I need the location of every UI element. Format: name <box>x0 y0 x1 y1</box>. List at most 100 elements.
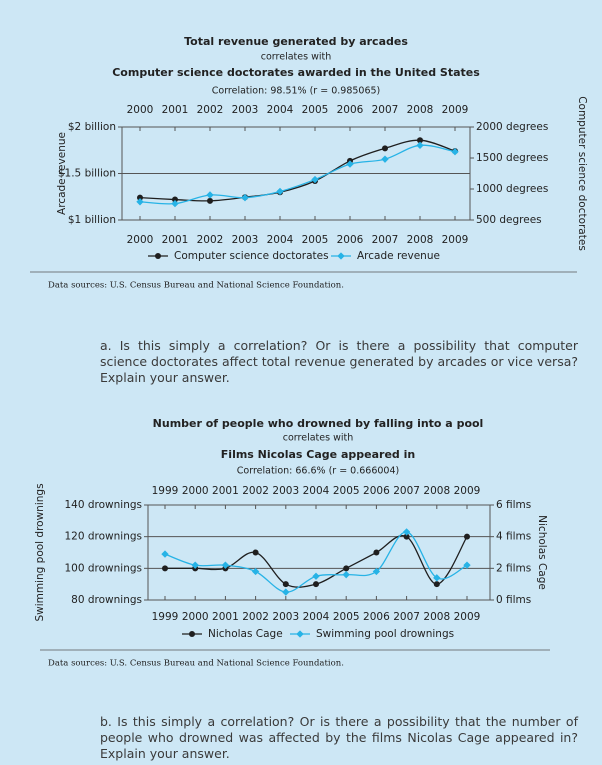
legend-marker <box>155 253 161 259</box>
y-tick-label: 100 drownings <box>64 562 142 574</box>
x-tick-label: 2008 <box>423 485 450 497</box>
point <box>382 145 388 152</box>
x-tick-label: 2008 <box>423 611 450 623</box>
chart-title: Number of people who drowned by falling … <box>153 417 484 430</box>
data-source: Data sources: U.S. Census Bureau and Nat… <box>48 281 344 291</box>
y-axis-label: Swimming pool drownings <box>34 483 46 621</box>
x-tick-label: 2004 <box>303 485 330 497</box>
point <box>252 549 259 556</box>
x-tick-label: 2003 <box>272 611 299 623</box>
point <box>136 198 144 206</box>
x-tick-label: 2000 <box>127 234 154 246</box>
legend-label: Computer science doctorates <box>174 250 329 262</box>
x-tick-label: 2004 <box>267 104 294 116</box>
y-tick-label: $2 billion <box>68 121 116 133</box>
point <box>313 581 319 588</box>
x-tick-label: 2009 <box>454 611 481 623</box>
point <box>161 550 169 558</box>
point <box>171 199 179 208</box>
x-tick-label: 2009 <box>442 234 469 246</box>
x-tick-label: 1999 <box>152 485 179 497</box>
x-tick-label: 2000 <box>182 485 209 497</box>
point <box>451 148 459 156</box>
x-tick-label: 2006 <box>337 104 364 116</box>
y2-axis-label: Computer science doctorates <box>576 96 588 251</box>
point <box>403 533 410 540</box>
chart-subtitle: correlates with <box>261 52 331 63</box>
x-tick-label: 2005 <box>302 104 329 116</box>
x-tick-label: 2007 <box>393 611 420 623</box>
y-tick-label: $1.5 billion <box>58 168 116 180</box>
y2-tick-label: 1000 degrees <box>476 183 548 195</box>
chart-title: Films Nicolas Cage appeared in <box>221 448 415 461</box>
x-tick-label: 2005 <box>333 485 360 497</box>
point <box>343 565 350 572</box>
y2-tick-label: 2 films <box>496 562 531 574</box>
point <box>276 187 284 196</box>
x-tick-label: 2004 <box>303 611 330 623</box>
point <box>417 137 423 144</box>
y2-tick-label: 1500 degrees <box>476 152 548 164</box>
legend-label: Arcade revenue <box>357 250 440 262</box>
y2-axis-label: Nicholas Cage <box>536 515 548 590</box>
x-tick-label: 2000 <box>127 104 154 116</box>
y2-tick-label: 6 films <box>496 499 531 511</box>
point <box>241 194 249 202</box>
point <box>463 561 471 569</box>
x-tick-label: 2002 <box>197 104 224 116</box>
chart-title: Total revenue generated by arcades <box>184 35 408 48</box>
point <box>433 574 441 582</box>
x-tick-label: 2006 <box>363 611 390 623</box>
legend-marker <box>296 630 304 638</box>
legend-marker <box>189 631 195 637</box>
correlation: Correlation: 66.6% (r = 0.666004) <box>237 466 399 477</box>
point <box>191 561 199 569</box>
correlation: Correlation: 98.51% (r = 0.985065) <box>212 86 381 97</box>
x-tick-label: 2003 <box>272 485 299 497</box>
x-tick-label: 2006 <box>363 485 390 497</box>
point <box>162 565 168 572</box>
x-tick-label: 2003 <box>232 104 259 116</box>
x-tick-label: 2001 <box>212 485 239 497</box>
x-tick-label: 2001 <box>212 611 239 623</box>
x-tick-label: 2002 <box>242 485 269 497</box>
x-tick-label: 2005 <box>302 234 329 246</box>
point <box>381 155 389 163</box>
point <box>416 141 424 149</box>
x-tick-label: 2007 <box>372 104 399 116</box>
legend-label: Nicholas Cage <box>208 628 283 640</box>
x-tick-label: 2001 <box>162 104 189 116</box>
x-tick-label: 2009 <box>442 104 469 116</box>
point <box>464 533 470 540</box>
x-tick-label: 2002 <box>242 611 269 623</box>
y-axis-label: Arcade revenue <box>56 132 68 215</box>
y2-tick-label: 500 degrees <box>476 214 542 226</box>
y-tick-label: 120 drownings <box>64 531 142 543</box>
point <box>402 528 411 536</box>
point <box>373 549 380 556</box>
point <box>312 572 320 580</box>
x-tick-label: 2007 <box>372 234 399 246</box>
series-line <box>139 139 456 202</box>
data-source: Data sources: U.S. Census Bureau and Nat… <box>48 659 344 669</box>
legend-marker <box>337 252 345 260</box>
legend-label: Swimming pool drownings <box>316 628 454 640</box>
point <box>282 581 289 588</box>
x-tick-label: 2000 <box>182 611 209 623</box>
question: a. Is this simply a correlation? Or is t… <box>100 338 578 385</box>
x-tick-label: 2002 <box>197 234 224 246</box>
x-tick-label: 2006 <box>337 234 364 246</box>
chart-title: Computer science doctorates awarded in t… <box>112 66 480 79</box>
x-tick-label: 2004 <box>267 234 294 246</box>
point <box>282 588 290 596</box>
question: b. Is this simply a correlation? Or is t… <box>100 714 578 761</box>
point <box>172 196 178 203</box>
x-tick-label: 2005 <box>333 611 360 623</box>
series-line <box>139 144 456 205</box>
x-tick-label: 2009 <box>454 485 481 497</box>
x-tick-label: 1999 <box>152 611 179 623</box>
point <box>206 191 214 199</box>
point <box>137 194 143 201</box>
